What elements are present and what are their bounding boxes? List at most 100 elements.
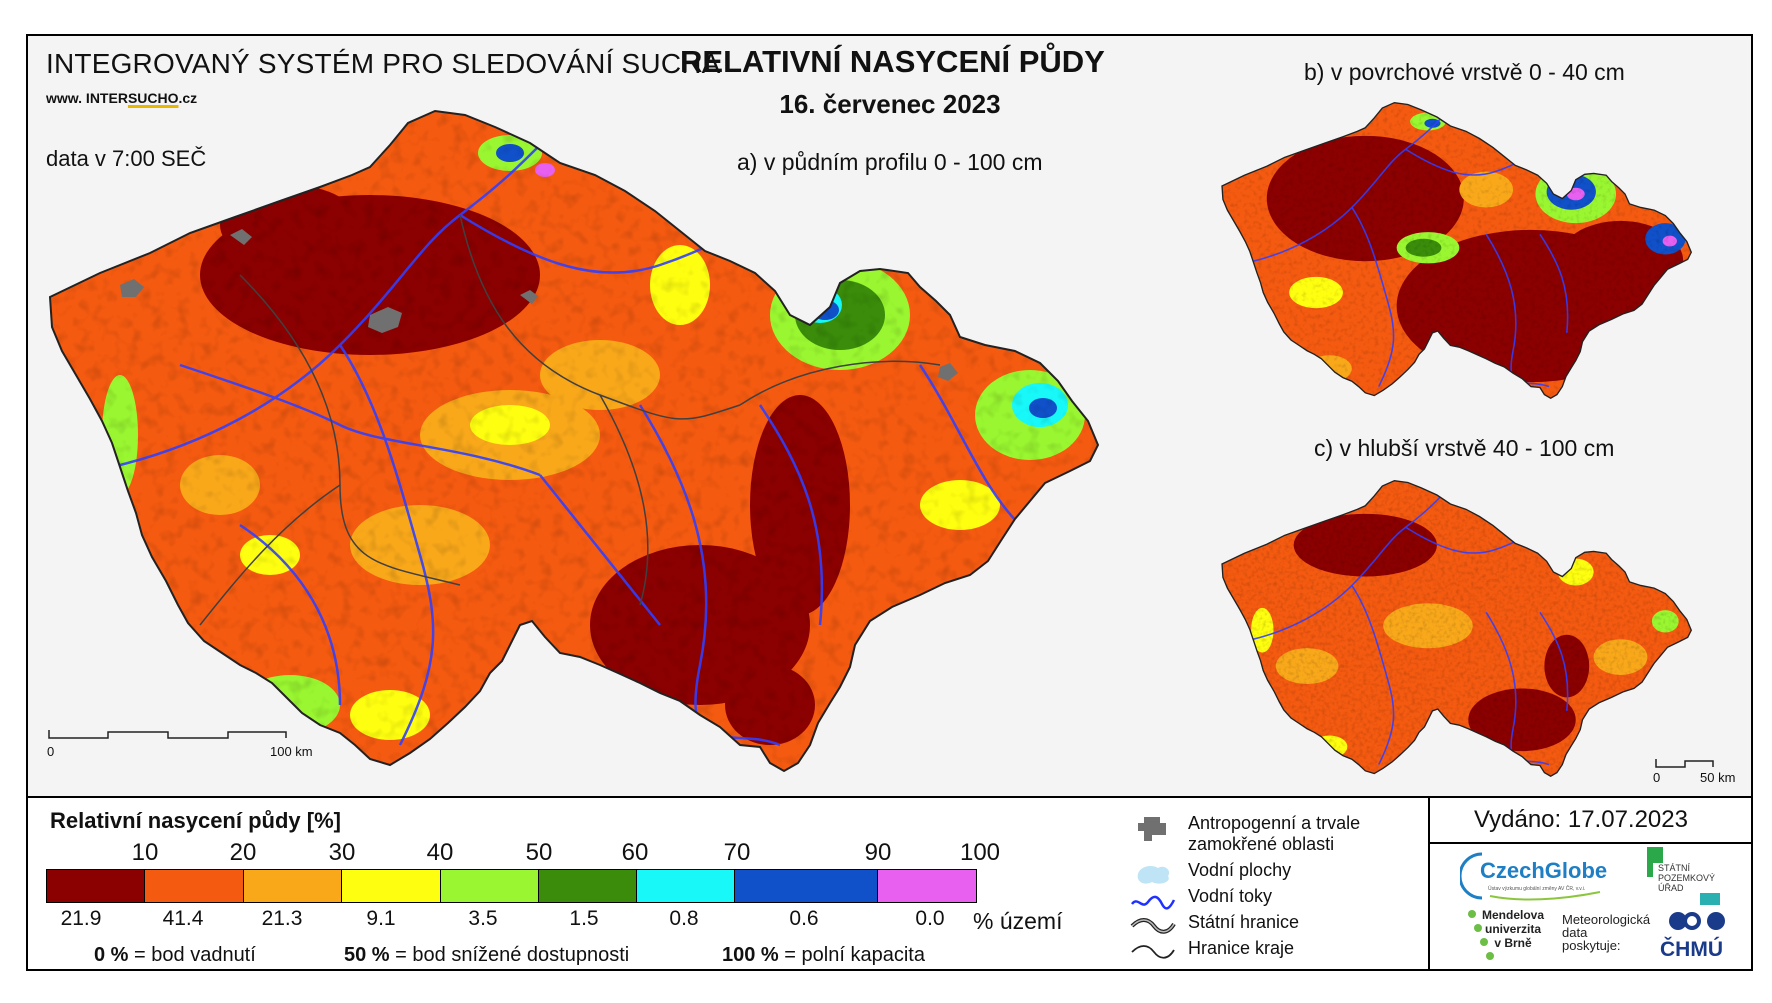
issued-divider-vertical <box>1428 798 1430 971</box>
map-a-soil-profile <box>48 109 1100 773</box>
spu-line: POZEMKOVÝ <box>1658 873 1716 883</box>
legend-swatch <box>244 870 342 902</box>
legend-tick: 60 <box>621 839 649 866</box>
system-title: INTEGROVANÝ SYSTÉM PRO SLEDOVÁNÍ SUCHA <box>46 48 721 79</box>
spu-logo-stem <box>1647 863 1653 877</box>
legend-tick: 10 <box>131 839 159 866</box>
legend-percent-unit: % území <box>973 908 1063 934</box>
map-frame <box>26 34 1753 971</box>
legend-explanation-value: 100 % <box>722 944 779 966</box>
page-title: RELATIVNÍ NASYCENÍ PŮDY <box>680 44 1105 79</box>
symbol-state-border: Státní hranice <box>1130 912 1299 942</box>
czechglobe-subtitle: Ústav výzkumu globální změny AV ČR, v.v.… <box>1488 886 1586 892</box>
spu-logo-accent <box>1700 893 1720 905</box>
issued-date: Vydáno: 17.07.2023 <box>1474 806 1688 833</box>
scale-bar-main <box>48 730 287 739</box>
czechglobe-name: CzechGlobe <box>1480 858 1608 883</box>
map-c-label: c) v hlubší vrstvě 40 - 100 cm <box>1314 435 1615 461</box>
legend-swatch <box>145 870 244 902</box>
scale-small-start: 0 <box>1653 770 1661 785</box>
legend-tick: 100 <box>959 839 1001 866</box>
issued-divider-horizontal <box>1428 842 1751 844</box>
legend-percent-area: 41.4 <box>162 907 204 930</box>
region-border-icon <box>1131 945 1175 959</box>
chmu-logo-mark <box>1669 912 1725 930</box>
chmu-note-line: data <box>1562 925 1588 940</box>
website-prefix: www. INTER <box>46 90 128 106</box>
legend-percent-area: 0.6 <box>789 907 819 930</box>
legend-swatch <box>342 870 441 902</box>
spu-line: STÁTNÍ <box>1658 863 1691 873</box>
legend-tick: 70 <box>723 839 751 866</box>
data-time: data v 7:00 SEČ <box>46 146 207 171</box>
legend-explanation-text: = bod vadnutí <box>134 944 256 966</box>
legend-explanation-value: 0 % <box>94 944 129 966</box>
symbol-anthropogenic: Antropogenní a trvale zamokřené oblasti <box>1130 813 1360 855</box>
symbol-region-border: Hranice kraje <box>1130 938 1294 968</box>
scale-main-end: 100 km <box>270 744 313 759</box>
legend-swatch <box>539 870 637 902</box>
mendelu-name: Mendelova univerzita v Brně <box>1482 908 1544 950</box>
legend-tick: 30 <box>328 839 356 866</box>
website-highlight: SUCHO <box>127 90 179 106</box>
map-a-label: a) v půdním profilu 0 - 100 cm <box>737 149 1043 175</box>
scale-small-end: 50 km <box>1700 770 1736 785</box>
legend-percent-area: 0.8 <box>669 907 699 930</box>
symbol-rivers: Vodní toky <box>1130 886 1272 916</box>
legend-percent-area: 21.3 <box>261 907 303 930</box>
legend-tick: 40 <box>426 839 454 866</box>
legend-explanation-0: 0 % = bod vadnutí <box>94 944 256 967</box>
state-border-icon <box>1130 918 1176 934</box>
symbol-region-border-label: Hranice kraje <box>1188 938 1295 958</box>
mendelu-line: univerzita <box>1485 922 1542 936</box>
mendelu-logo-dots <box>1468 910 1494 960</box>
scale-main-start: 0 <box>47 744 55 759</box>
chmu-note: Meteorologická data poskytuje: <box>1562 913 1650 952</box>
scale-bar-small <box>1655 759 1714 768</box>
map-b-surface-layer <box>1221 101 1693 399</box>
legend-divider <box>28 796 1751 798</box>
symbol-state-border-label: Státní hranice <box>1188 912 1300 932</box>
legend-color-bar <box>46 869 977 903</box>
legend-explanation-2: 100 % = polní kapacita <box>722 944 925 967</box>
legend-explanation-1: 50 % = bod snížené dostupnosti <box>344 944 629 967</box>
legend-percent-area: 9.1 <box>366 907 396 930</box>
website-link[interactable]: www. INTERSUCHO.cz <box>46 90 197 106</box>
legend-title: Relativní nasycení půdy [%] <box>50 808 341 833</box>
mendelu-line: v Brně <box>1494 936 1532 950</box>
legend-explanation-value: 50 % <box>344 944 390 966</box>
map-date: 16. červenec 2023 <box>779 89 1001 119</box>
legend-swatch <box>878 870 976 902</box>
symbol-anthropogenic-line1: Antropogenní a trvale <box>1188 813 1361 833</box>
legend-percent-area: 21.9 <box>60 907 102 930</box>
legend-explanation-text: = polní kapacita <box>784 944 925 966</box>
symbol-water-areas: Vodní plochy <box>1130 860 1291 890</box>
map-b-label: b) v povrchové vrstvě 0 - 40 cm <box>1304 59 1625 85</box>
legend-percent-area: 3.5 <box>468 907 498 930</box>
legend-explanation-text: = bod snížené dostupnosti <box>395 944 630 966</box>
spu-logo-mark <box>1647 847 1663 863</box>
legend-percent-area: 1.5 <box>569 907 599 930</box>
czechglobe-logo <box>1460 852 1601 901</box>
legend-swatch <box>441 870 539 902</box>
symbol-rivers-label: Vodní toky <box>1188 886 1273 906</box>
map-c-deep-layer <box>1221 479 1693 777</box>
symbol-water-areas-label: Vodní plochy <box>1188 860 1292 880</box>
chmu-note-line: Meteorologická <box>1562 912 1651 927</box>
chmu-name: ČHMÚ <box>1660 938 1723 961</box>
chmu-note-line: poskytuje: <box>1562 938 1621 953</box>
spu-name: STÁTNÍ POZEMKOVÝ ÚŘAD <box>1658 863 1715 893</box>
symbol-anthropogenic-line2: zamokřené oblasti <box>1188 834 1335 854</box>
river-icon <box>1131 895 1176 910</box>
spu-line: ÚŘAD <box>1658 883 1684 893</box>
legend-tick: 20 <box>229 839 257 866</box>
legend-swatch <box>47 870 145 902</box>
mendelu-line: Mendelova <box>1482 908 1545 922</box>
legend-swatch <box>735 870 878 902</box>
legend-tick: 90 <box>864 839 892 866</box>
legend-swatch <box>637 870 735 902</box>
website-suffix: .cz <box>178 90 198 106</box>
anthropogenic-area-icon <box>1138 817 1166 841</box>
legend-tick: 50 <box>525 839 553 866</box>
legend-percent-area: 0.0 <box>915 907 945 930</box>
